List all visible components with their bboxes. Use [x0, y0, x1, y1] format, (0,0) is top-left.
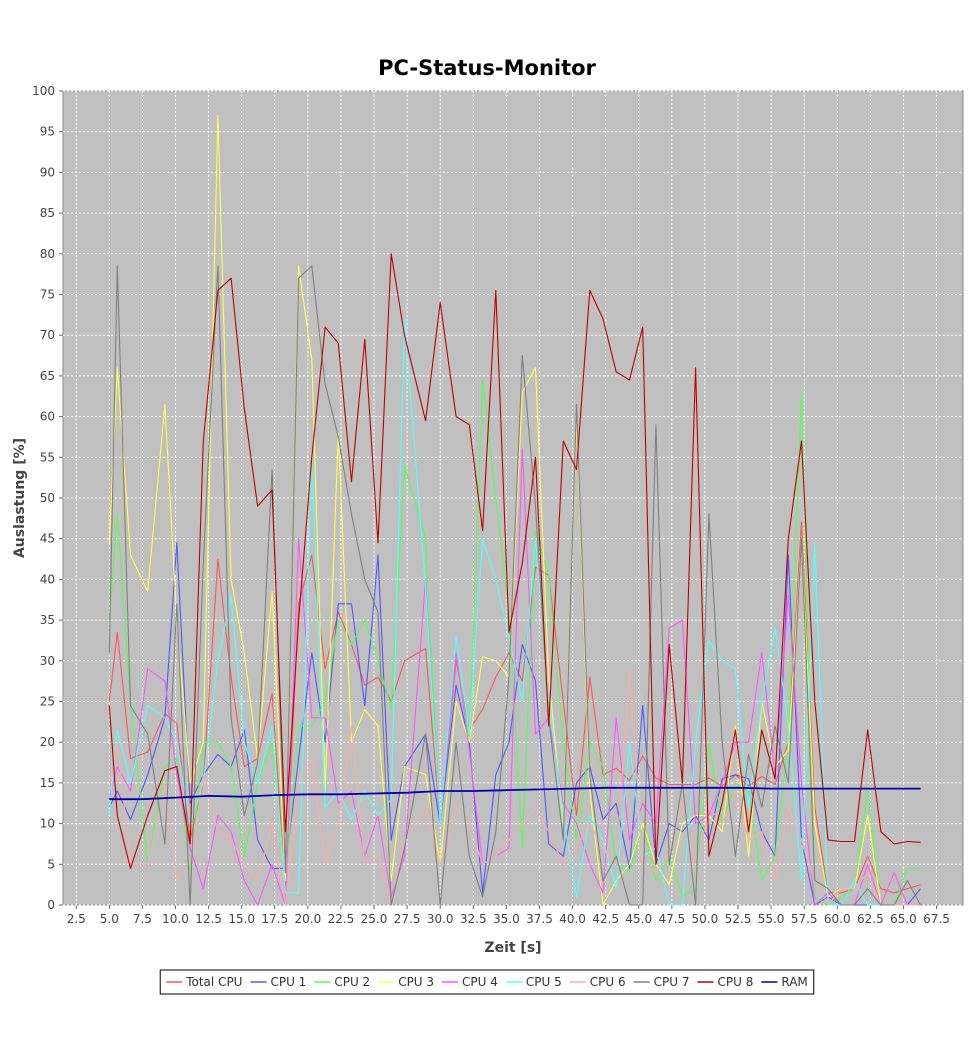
- series-line-ram: [109, 786, 921, 801]
- x-tick-label: 55.0: [758, 912, 785, 926]
- x-tick-label: 50.0: [692, 912, 719, 926]
- y-tick-label: 30: [40, 654, 55, 668]
- y-tick-label: 65: [40, 369, 55, 383]
- series-line-cpu-4: [108, 448, 921, 906]
- x-tick-label: 27.5: [394, 912, 421, 926]
- y-tick-label: 80: [40, 247, 55, 261]
- x-tick-label: 47.5: [658, 912, 685, 926]
- y-tick-label: 100: [32, 84, 55, 98]
- x-tick-label: 37.5: [526, 912, 553, 926]
- x-tick-label: 10.0: [162, 912, 189, 926]
- x-tick-label: 5.0: [100, 912, 119, 926]
- x-tick-label: 67.5: [923, 912, 950, 926]
- x-tick-label: 20.0: [294, 912, 321, 926]
- y-tick-label: 45: [40, 532, 55, 546]
- x-tick-label: 45.0: [625, 912, 652, 926]
- y-tick-label: 70: [40, 328, 55, 342]
- y-tick-label: 75: [40, 288, 55, 302]
- legend: Total CPU CPU 1 CPU 2 CPU 3 CPU 4 CPU 5 CPU 6 C…: [159, 969, 815, 995]
- series-line-cpu-5: [108, 318, 921, 906]
- x-tick-label: 15.0: [228, 912, 255, 926]
- x-tick-label: 2.5: [67, 912, 86, 926]
- x-tick-label: 22.5: [328, 912, 355, 926]
- legend-label-cpu-6: CPU 6: [590, 975, 626, 989]
- x-tick-label: 42.5: [592, 912, 619, 926]
- legend-label-cpu-7: CPU 7: [654, 975, 690, 989]
- series-line-cpu-6: [108, 668, 921, 906]
- x-tick-label: 32.5: [460, 912, 487, 926]
- x-tick-label: 30.0: [427, 912, 454, 926]
- y-tick-label: 95: [40, 125, 55, 139]
- series-line-cpu-8: [108, 253, 921, 869]
- x-tick-label: 17.5: [261, 912, 288, 926]
- y-tick-label: 10: [40, 817, 55, 831]
- y-tick-label: 60: [40, 410, 55, 424]
- y-tick-label: 5: [47, 857, 55, 871]
- x-tick-label: 7.5: [133, 912, 152, 926]
- legend-label-cpu-2: CPU 2: [334, 975, 370, 989]
- plot-area: 2.5 5.0 7.5 10.0 12.5 15.0 17.5 20.0 22.5 25.0 27.…: [32, 84, 964, 926]
- series-line-cpu-7: [108, 265, 922, 906]
- x-tick-label: 35.0: [493, 912, 520, 926]
- legend-label-total-cpu: Total CPU: [185, 975, 242, 989]
- legend-label-ram: RAM: [781, 975, 807, 989]
- y-tick-label: 0: [47, 898, 55, 912]
- x-tick-label: 25.0: [361, 912, 388, 926]
- y-tick-label: 40: [40, 572, 55, 586]
- series-line-cpu-3: [108, 114, 921, 906]
- legend-label-cpu-4: CPU 4: [462, 975, 498, 989]
- x-tick-label: 60.0: [824, 912, 851, 926]
- chart-title: PC-Status-Monitor: [378, 56, 596, 80]
- x-tick-label: 62.5: [857, 912, 884, 926]
- legend-label-cpu-8: CPU 8: [717, 975, 753, 989]
- x-tick-label: 40.0: [559, 912, 586, 926]
- y-tick-label: 20: [40, 735, 55, 749]
- y-tick-label: 25: [40, 695, 55, 709]
- y-tick-label: 50: [40, 491, 55, 505]
- y-tick-label: 55: [40, 450, 55, 464]
- legend-label-cpu-5: CPU 5: [526, 975, 562, 989]
- y-tick-label: 85: [40, 206, 55, 220]
- y-tick-label: 35: [40, 613, 55, 627]
- y-tick-label: 15: [40, 776, 55, 790]
- x-tick-label: 52.5: [725, 912, 752, 926]
- y-tick-label: 90: [40, 165, 55, 179]
- x-tick-label: 12.5: [195, 912, 222, 926]
- x-tick-label: 65.0: [890, 912, 917, 926]
- x-tick-label: 57.5: [791, 912, 818, 926]
- legend-label-cpu-1: CPU 1: [270, 975, 306, 989]
- series-line-cpu-1: [108, 542, 922, 906]
- legend-label-cpu-3: CPU 3: [398, 975, 434, 989]
- y-axis-label: Auslastung [%]: [12, 438, 28, 558]
- x-axis-label: Zeit [s]: [484, 940, 541, 956]
